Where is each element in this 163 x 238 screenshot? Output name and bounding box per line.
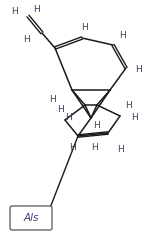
- Text: H: H: [33, 5, 39, 15]
- Text: H: H: [69, 144, 75, 153]
- Text: H: H: [50, 95, 56, 104]
- Text: H: H: [57, 105, 63, 114]
- Text: H: H: [94, 122, 100, 130]
- Text: H: H: [117, 145, 123, 154]
- Text: H: H: [131, 114, 137, 123]
- Text: H: H: [135, 65, 141, 74]
- Text: H: H: [125, 101, 131, 110]
- Text: H: H: [119, 30, 125, 40]
- Text: Als: Als: [23, 213, 39, 223]
- Text: H: H: [92, 144, 98, 153]
- FancyBboxPatch shape: [10, 206, 52, 230]
- Text: H: H: [82, 24, 88, 33]
- Text: H: H: [12, 8, 18, 16]
- Text: H: H: [65, 114, 71, 123]
- Text: H: H: [24, 35, 30, 45]
